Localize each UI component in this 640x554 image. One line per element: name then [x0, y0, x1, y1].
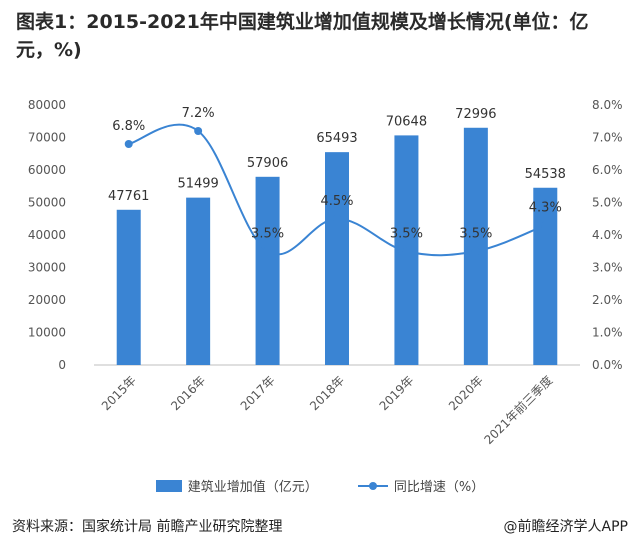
bar — [325, 152, 349, 365]
x-tick-label: 2015年 — [99, 373, 139, 413]
x-tick-label: 2018年 — [307, 373, 347, 413]
left-y-axis: 0 10000 20000 30000 40000 50000 60000 70000 8000… — [28, 98, 66, 372]
growth-point — [541, 221, 550, 230]
growth-point — [263, 247, 272, 256]
brand-credit: @前瞻经济学人APP — [503, 519, 628, 535]
left-y-tick-label: 80000 — [28, 98, 66, 112]
bar-value-label: 51499 — [177, 177, 218, 192]
source-note: 资料来源：国家统计局 前瞻产业研究院整理 — [12, 519, 283, 535]
bar — [255, 176, 280, 365]
legend-line-swatch — [357, 480, 388, 492]
left-y-tick-label: 30000 — [28, 261, 66, 275]
x-tick-label: 2016年 — [168, 373, 208, 413]
right-y-tick-label: 4.0% — [592, 228, 623, 242]
x-tick-label: 2017年 — [238, 373, 278, 413]
growth-point — [333, 214, 341, 223]
growth-value-label: 6.8% — [112, 119, 145, 134]
bar-value-label: 57906 — [247, 156, 288, 171]
bar-value-label: 65493 — [316, 131, 357, 146]
left-y-tick-label: 40000 — [28, 228, 66, 242]
bar — [463, 127, 488, 365]
growth-point — [124, 140, 133, 148]
growth-value-label: 4.3% — [529, 200, 562, 215]
bar — [186, 197, 211, 365]
left-y-tick-label: 50000 — [28, 196, 66, 210]
right-y-tick-label: 0.0% — [592, 358, 623, 372]
legend-bar-label: 建筑业增加值（亿元） — [187, 480, 318, 495]
bar — [116, 209, 141, 365]
left-y-tick-label: 60000 — [28, 163, 66, 177]
legend-item-bar[interactable]: 建筑业增加值（亿元） — [155, 476, 318, 495]
right-y-tick-label: 7.0% — [592, 131, 623, 145]
x-tick-label: 2019年 — [377, 373, 417, 413]
growth-value-label: 3.5% — [459, 226, 492, 241]
legend-bar-swatch — [155, 479, 182, 492]
right-y-axis: 0.0% 1.0% 2.0% 3.0% 4.0% 5.0% 6.0% 7.0% 8.0% — [592, 98, 623, 372]
left-y-tick-label: 70000 — [28, 131, 66, 145]
growth-value-label: 3.5% — [390, 226, 423, 241]
growth-point — [194, 127, 203, 135]
bar-series — [116, 127, 558, 365]
left-y-tick-label: 10000 — [28, 326, 66, 340]
growth-point — [471, 247, 480, 256]
right-y-tick-label: 1.0% — [592, 326, 623, 340]
line-value-labels: 6.8% 7.2% 3.5% 4.5% 3.5% 3.5% 4.3% — [112, 106, 562, 241]
bar-value-label: 72996 — [455, 107, 496, 122]
bar-value-labels: 47761 51499 57906 65493 70648 72996 54538 — [108, 107, 566, 204]
right-y-tick-label: 2.0% — [592, 293, 623, 307]
x-tick-label: 2020年 — [446, 373, 486, 413]
bar-value-label: 70648 — [386, 114, 427, 129]
right-y-tick-label: 6.0% — [592, 163, 623, 177]
right-y-tick-label: 3.0% — [592, 261, 623, 275]
growth-value-label: 3.5% — [251, 226, 284, 241]
right-y-tick-label: 8.0% — [592, 98, 623, 112]
legend-item-line[interactable]: 同比增速（%） — [357, 476, 485, 495]
legend: 建筑业增加值（亿元） 同比增速（%） — [0, 476, 640, 496]
legend-line-label: 同比增速（%） — [393, 480, 485, 495]
left-y-tick-label: 0 — [58, 358, 66, 372]
left-y-tick-label: 20000 — [28, 293, 66, 307]
bar-value-label: 54538 — [525, 167, 566, 182]
x-tick-label: 2021年前三季度 — [481, 373, 556, 448]
bar-value-label: 47761 — [108, 189, 149, 204]
growth-point — [402, 247, 411, 256]
right-y-tick-label: 5.0% — [592, 196, 623, 210]
growth-value-label: 7.2% — [182, 106, 215, 121]
bar — [533, 187, 558, 365]
chart-title: 图表1：2015-2021年中国建筑业增加值规模及增长情况(单位：亿元，%) — [16, 11, 589, 61]
line-series — [124, 123, 550, 257]
growth-value-label: 4.5% — [320, 194, 353, 209]
